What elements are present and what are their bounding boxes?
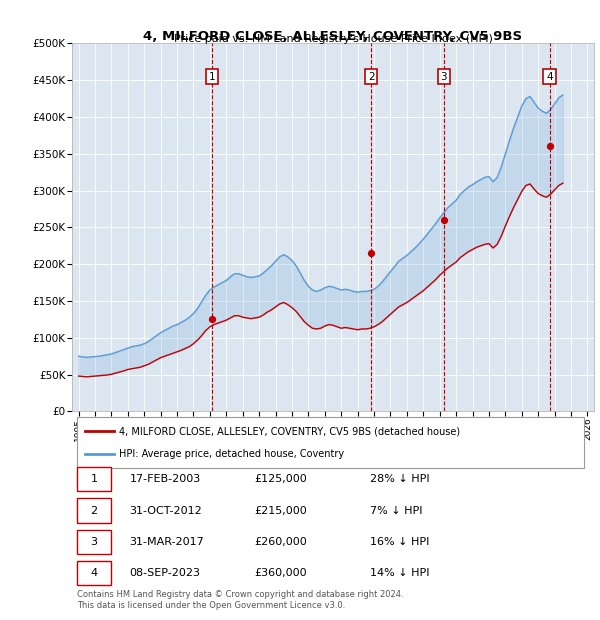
Title: 4, MILFORD CLOSE, ALLESLEY, COVENTRY, CV5 9BS: 4, MILFORD CLOSE, ALLESLEY, COVENTRY, CV… — [143, 30, 523, 43]
Text: 31-MAR-2017: 31-MAR-2017 — [130, 537, 204, 547]
Text: 4: 4 — [91, 569, 98, 578]
Text: 28% ↓ HPI: 28% ↓ HPI — [370, 474, 429, 484]
Point — [545, 141, 554, 151]
Text: 3: 3 — [440, 71, 447, 81]
Text: £360,000: £360,000 — [254, 569, 307, 578]
Text: £260,000: £260,000 — [254, 537, 307, 547]
Text: £215,000: £215,000 — [254, 505, 307, 516]
Text: 4: 4 — [546, 71, 553, 81]
Text: 4, MILFORD CLOSE, ALLESLEY, COVENTRY, CV5 9BS (detached house): 4, MILFORD CLOSE, ALLESLEY, COVENTRY, CV… — [119, 426, 460, 436]
FancyBboxPatch shape — [77, 530, 111, 554]
Text: 17-FEB-2003: 17-FEB-2003 — [130, 474, 200, 484]
Text: £125,000: £125,000 — [254, 474, 307, 484]
Text: 16% ↓ HPI: 16% ↓ HPI — [370, 537, 429, 547]
Point — [367, 248, 376, 258]
Text: 08-SEP-2023: 08-SEP-2023 — [130, 569, 200, 578]
Text: HPI: Average price, detached house, Coventry: HPI: Average price, detached house, Cove… — [119, 450, 344, 459]
Text: 2: 2 — [368, 71, 374, 81]
FancyBboxPatch shape — [77, 417, 584, 468]
Text: 3: 3 — [91, 537, 98, 547]
Text: 2: 2 — [91, 505, 98, 516]
Point — [439, 215, 449, 225]
Text: Contains HM Land Registry data © Crown copyright and database right 2024.
This d: Contains HM Land Registry data © Crown c… — [77, 590, 404, 609]
Text: 31-OCT-2012: 31-OCT-2012 — [130, 505, 202, 516]
FancyBboxPatch shape — [77, 498, 111, 523]
Text: 14% ↓ HPI: 14% ↓ HPI — [370, 569, 429, 578]
Text: 1: 1 — [209, 71, 215, 81]
FancyBboxPatch shape — [77, 561, 111, 585]
Text: Price paid vs. HM Land Registry's House Price Index (HPI): Price paid vs. HM Land Registry's House … — [173, 34, 493, 44]
Point — [207, 314, 217, 324]
Text: 1: 1 — [91, 474, 98, 484]
Text: 7% ↓ HPI: 7% ↓ HPI — [370, 505, 422, 516]
FancyBboxPatch shape — [77, 467, 111, 491]
